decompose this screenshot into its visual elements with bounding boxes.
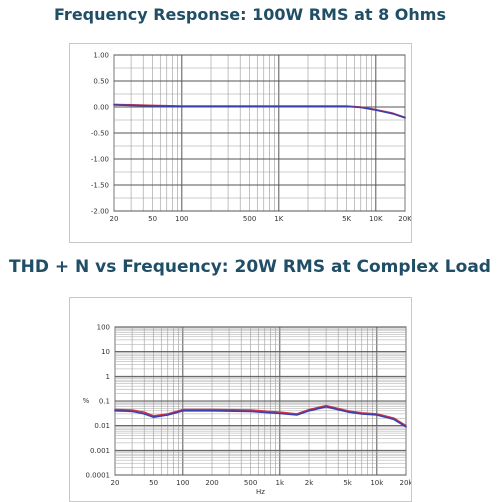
y-tick-label: 0.001	[90, 447, 110, 455]
y-tick-label: 0.50	[93, 78, 109, 86]
x-tick-label: 100	[175, 215, 188, 223]
frequency-response-plot: 20 50 100 500 1K 5K 10K 20K 1.00 0.50 0.00 -0.50 -1.…	[91, 52, 411, 224]
x-tick-label: 20	[110, 215, 119, 223]
x-tick-label: 10k	[370, 479, 384, 487]
series-line	[113, 104, 406, 119]
x-tick-label: 100	[176, 479, 189, 487]
y-tick-label: 0.01	[94, 422, 110, 430]
y-tick-label: 1	[106, 373, 110, 381]
series-line	[114, 406, 407, 428]
thd-vs-frequency-plot: 20 50 100 200 500 1k 2k 5k 10k 20k 100 10 1 0.1 0.01 0.…	[83, 324, 411, 497]
y-tick-label: 0.00	[93, 104, 109, 112]
x-tick-label: 1k	[276, 479, 285, 487]
x-tick-label: 500	[243, 215, 256, 223]
y-tick-label: -2.00	[91, 208, 109, 216]
y-tick-label: 1.00	[93, 52, 109, 60]
y-tick-label: 100	[97, 324, 110, 332]
y-tick-label: 10	[101, 348, 110, 356]
frequency-response-chart: 20 50 100 500 1K 5K 10K 20K 1.00 0.50 0.00 -0.50 -1.…	[69, 43, 412, 243]
x-tick-label: 5k	[343, 479, 352, 487]
y-tick-label: 0.0001	[86, 472, 111, 480]
x-tick-label: 20K	[398, 215, 411, 223]
x-tick-label: 50	[148, 215, 157, 223]
y-tick-label: 0.1	[99, 398, 110, 406]
x-tick-label: 20k	[400, 479, 411, 487]
x-tick-label: 2k	[305, 479, 314, 487]
x-tick-label: 50	[149, 479, 158, 487]
y-tick-label: -1.50	[91, 182, 109, 190]
frequency-response-title: Frequency Response: 100W RMS at 8 Ohms	[54, 5, 446, 24]
x-tick-label: 10K	[369, 215, 383, 223]
x-tick-label: 1K	[274, 215, 283, 223]
x-tick-label: 20	[111, 479, 120, 487]
x-tick-label: 5K	[342, 215, 351, 223]
thd-chart-title: THD + N vs Frequency: 20W RMS at Complex…	[9, 257, 491, 277]
series-line	[114, 404, 407, 427]
y-axis-label: %	[83, 397, 90, 405]
y-tick-label: -1.00	[91, 156, 109, 164]
y-tick-label: -0.50	[91, 130, 109, 138]
x-tick-label: 200	[205, 479, 218, 487]
thd-vs-frequency-chart: 20 50 100 200 500 1k 2k 5k 10k 20k 100 10 1 0.1 0.01 0.…	[69, 297, 412, 502]
x-tick-label: 500	[244, 479, 257, 487]
x-axis-label: Hz	[256, 488, 265, 496]
